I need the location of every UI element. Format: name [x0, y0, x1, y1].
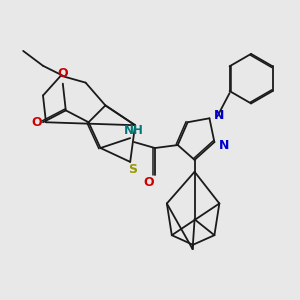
Text: O: O	[58, 67, 68, 80]
Text: O: O	[32, 116, 42, 129]
Text: N: N	[219, 139, 230, 152]
Text: N: N	[214, 109, 224, 122]
Text: O: O	[144, 176, 154, 189]
Text: NH: NH	[124, 124, 144, 137]
Text: S: S	[128, 163, 137, 176]
